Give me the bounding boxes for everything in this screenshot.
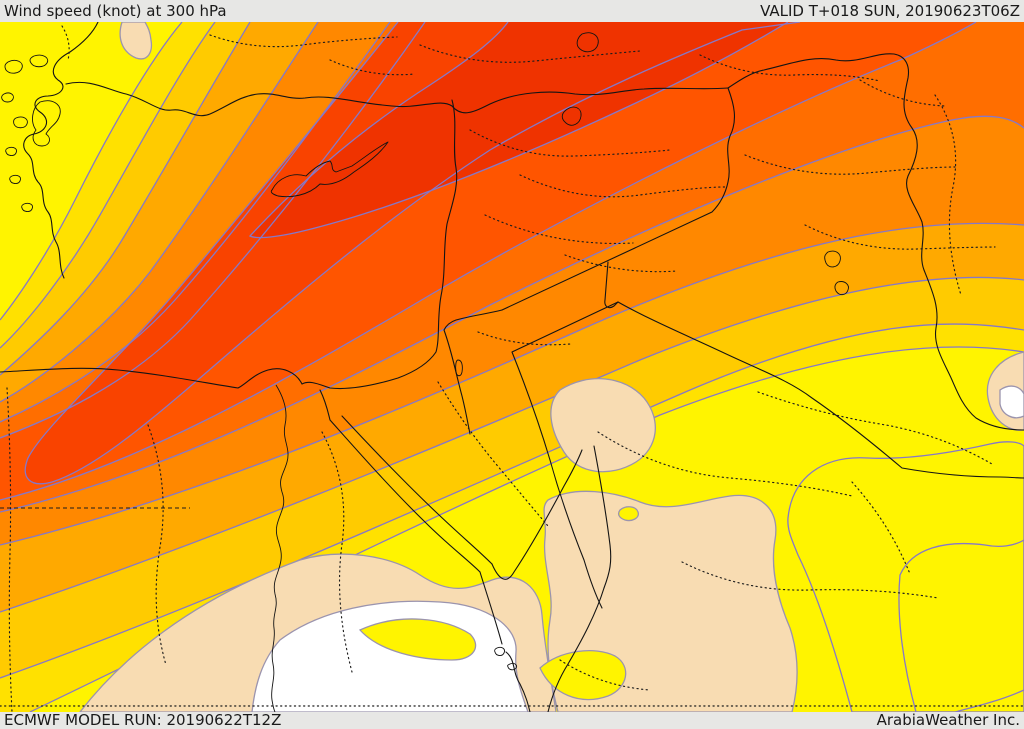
admin-greece-border — [61, 25, 70, 61]
header-bar: Wind speed (knot) at 300 hPa VALID T+018… — [0, 0, 1024, 22]
island-cyprus — [270, 141, 389, 198]
pocket-white-gulf-spot — [999, 385, 1024, 419]
island-aegean-4 — [13, 116, 28, 129]
admin-egypt-1 — [147, 424, 167, 666]
low-wind-pockets — [79, 22, 1024, 712]
admin-iraq-2 — [804, 224, 996, 250]
island-rhodes — [32, 100, 61, 147]
admin-turkey-1 — [209, 34, 398, 48]
island-aegean-7 — [21, 202, 33, 212]
pocket-yellow-dot — [618, 506, 639, 522]
lake-tharthar — [824, 250, 841, 268]
admin-iran-edge — [934, 94, 962, 296]
dotted-borders — [0, 25, 1024, 712]
contour-nw-3 — [0, 22, 251, 376]
admin-saudi-3 — [851, 481, 911, 575]
admin-saudi-4 — [757, 391, 993, 465]
border-syria-jordan — [443, 309, 503, 435]
admin-turkey-3 — [329, 59, 416, 76]
contour-nw-5 — [0, 22, 391, 423]
admin-turkey-2 — [419, 44, 641, 63]
border-syria-iraq — [501, 87, 736, 311]
admin-iraq-1 — [744, 154, 956, 175]
band-orange-red — [0, 22, 976, 500]
pocket-yellow-tongue — [358, 618, 477, 661]
admin-turkey-4 — [699, 54, 881, 82]
suez-gulf-east — [341, 415, 493, 565]
suez-canal-gulf-west — [319, 389, 481, 573]
border-egypt-israel — [437, 381, 549, 527]
solid-borders — [0, 22, 1024, 712]
contour-se-5 — [0, 115, 1024, 513]
red-sea-east-coast — [547, 587, 605, 712]
contour-se-6 — [0, 22, 977, 501]
lake-habbaniyah — [834, 281, 849, 296]
admin-saudi-5 — [559, 659, 651, 691]
sinai-tip-aqaba-west — [491, 449, 583, 580]
border-turkey-iraq-iran — [727, 53, 1024, 431]
band-dark-red-core — [250, 22, 788, 238]
page-title: Wind speed (knot) at 300 hPa — [4, 1, 227, 20]
coastline-turkey-south — [65, 81, 729, 117]
pocket-gold-secondary-max — [787, 441, 1024, 712]
red-sea-islands — [494, 646, 517, 671]
contour-jet-red — [24, 22, 801, 485]
contour-nw-1 — [0, 22, 183, 321]
admin-egypt-2 — [321, 431, 353, 673]
border-jordan-saudi — [511, 301, 619, 609]
red-sea-west-coast — [479, 571, 531, 712]
border-egypt-libya — [6, 387, 13, 712]
brand-label: ArabiaWeather Inc. — [876, 711, 1020, 729]
admin-syria-4 — [564, 254, 678, 273]
map-area — [0, 22, 1024, 712]
nile-river — [271, 384, 289, 712]
pocket-cream-anatolia — [119, 22, 153, 60]
contour-nw-4 — [0, 22, 319, 403]
coastline-levant-nile-delta — [0, 99, 458, 390]
island-aegean-6 — [9, 174, 21, 184]
contour-nw-6 — [0, 22, 426, 439]
admin-syria-1 — [469, 129, 671, 157]
aqaba-gulf-east — [593, 445, 612, 589]
island-aegean-2 — [29, 54, 49, 68]
contour-nw-2 — [0, 22, 216, 349]
island-aegean-3 — [1, 92, 14, 103]
island-aegean-5 — [5, 146, 17, 156]
contour-fill-bands — [0, 22, 1024, 712]
footer-bar: ECMWF MODEL RUN: 20190622T12Z ArabiaWeat… — [0, 712, 1024, 729]
island-aegean-1 — [4, 59, 23, 74]
wind-map-canvas — [0, 22, 1024, 712]
contour-jet-core — [248, 22, 789, 239]
dead-sea — [455, 359, 463, 377]
contour-se-4 — [0, 222, 1024, 546]
admin-saudi-1 — [597, 431, 853, 497]
admin-syria-3 — [484, 214, 634, 244]
admin-caucasus — [859, 79, 946, 107]
pocket-cream-saudi-north — [550, 378, 656, 473]
valid-time-label: VALID T+018 SUN, 20190623T06Z — [760, 1, 1020, 20]
lake-assad — [561, 106, 582, 126]
lake-tuz — [576, 32, 599, 53]
admin-jordan — [477, 331, 571, 346]
model-run-label: ECMWF MODEL RUN: 20190622T12Z — [4, 711, 282, 729]
